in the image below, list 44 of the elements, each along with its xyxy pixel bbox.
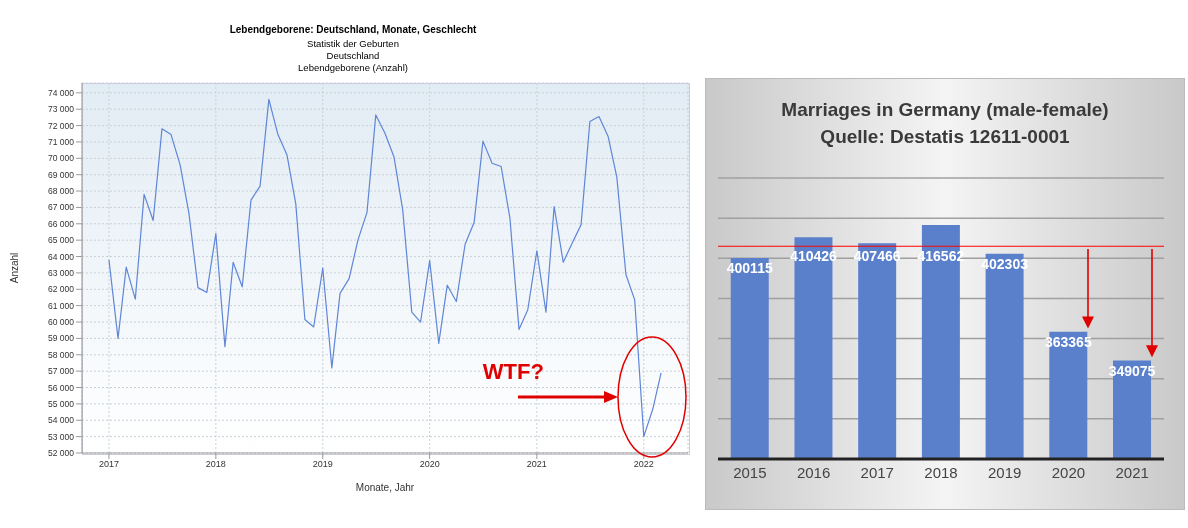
y-tick-label: 63 000 [48, 267, 75, 278]
x-tick-label: 2018 [924, 463, 958, 481]
y-tick-label: 59 000 [48, 333, 75, 344]
y-tick-label: 66 000 [48, 218, 75, 229]
y-tick-label: 52 000 [48, 448, 75, 459]
y-tick-label: 70 000 [48, 153, 75, 164]
annotation: WTF? [482, 358, 544, 385]
line-series [108, 98, 662, 438]
y-tick-label: 58 000 [48, 349, 75, 360]
chart-subtitle: Statistik der Geburten Deutschland Lebendgeborene (Anzahl) [297, 38, 409, 74]
x-tick-label: 2021 [1115, 463, 1149, 481]
y-tick-label: 73 000 [48, 104, 75, 115]
x-tick-label: 2015 [733, 463, 767, 481]
x-tick-label: 2018 [205, 459, 226, 470]
x-tick-label: 2020 [1051, 463, 1086, 481]
y-tick-label: 56 000 [48, 382, 75, 393]
y-tick-label: 54 000 [48, 415, 75, 426]
y-tick-label: 57 000 [48, 366, 75, 377]
x-tick-label: 2017 [98, 459, 119, 470]
y-tick-label: 62 000 [48, 284, 75, 295]
y-tick-label: 67 000 [48, 202, 75, 213]
x-tick-label: 2017 [860, 463, 894, 481]
y-tick-label: 68 000 [48, 186, 75, 197]
y-tick-label: 71 000 [48, 136, 75, 147]
y-axis-title: Anzahl [8, 252, 20, 284]
chart-title: Marriages in Germany (male-female) [780, 99, 1110, 121]
y-tick-label: 64 000 [48, 251, 75, 262]
y-tick-label: 69 000 [48, 169, 75, 180]
y-tick-label: 65 000 [48, 235, 75, 246]
x-tick-label: 2019 [312, 459, 333, 470]
y-tick-label: 55 000 [48, 398, 75, 409]
y-tick-label: 53 000 [48, 431, 75, 442]
x-tick-label: 2021 [526, 459, 547, 470]
x-axis-title: Monate, Jahr [355, 482, 415, 493]
chart-subtitle: Quelle: Destatis 12611-0001 [819, 126, 1071, 148]
x-tick-label: 2020 [419, 459, 440, 470]
y-tick-label: 74 000 [48, 87, 75, 98]
x-tick-label: 2019 [988, 463, 1022, 481]
x-tick-label: 2016 [796, 463, 831, 481]
chart-title: Lebendgeborene: Deutschland, Monate, Geschlecht [228, 24, 478, 35]
y-tick-label: 61 000 [48, 300, 75, 311]
x-tick-label: 2022 [633, 459, 654, 470]
y-tick-label: 72 000 [48, 120, 75, 131]
y-tick-label: 60 000 [48, 317, 75, 328]
